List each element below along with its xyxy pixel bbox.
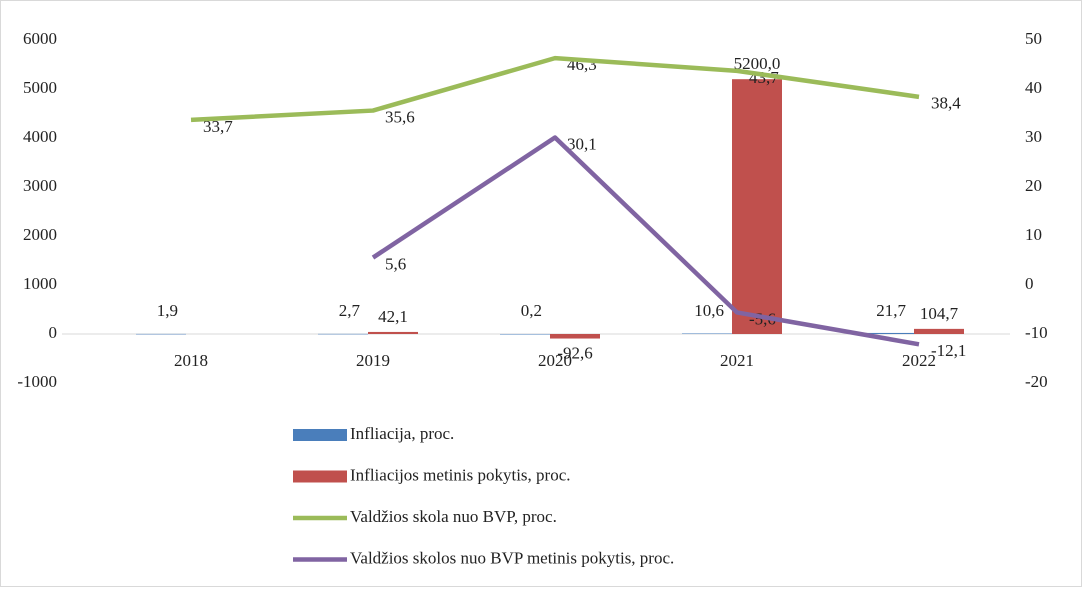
bar xyxy=(368,331,418,334)
legend-label: Infliacija, proc. xyxy=(350,424,454,443)
bar xyxy=(732,79,782,334)
legend-swatch xyxy=(293,429,347,441)
y-tick-label: 6000 xyxy=(23,29,57,48)
y2-tick-label: 20 xyxy=(1025,176,1042,195)
data-label: 2,7 xyxy=(339,301,361,320)
data-label: 38,4 xyxy=(931,94,961,113)
data-label: -12,1 xyxy=(931,341,966,360)
data-label: 5200,0 xyxy=(734,54,781,73)
y-tick-label: 3000 xyxy=(23,176,57,195)
x-tick-label: 2018 xyxy=(174,351,208,370)
data-label: 1,9 xyxy=(157,301,178,320)
y2-tick-label: 10 xyxy=(1025,225,1042,244)
bar xyxy=(500,333,550,335)
y-tick-label: 5000 xyxy=(23,78,57,97)
y-tick-label: -1000 xyxy=(17,372,57,391)
y2-tick-label: 50 xyxy=(1025,29,1042,48)
bar xyxy=(136,333,186,335)
data-label: -92,6 xyxy=(557,343,592,362)
line xyxy=(190,55,920,123)
legend-swatch xyxy=(293,470,347,483)
data-label: 104,7 xyxy=(920,304,959,323)
data-label: 42,1 xyxy=(378,307,408,326)
legend-label: Infliacijos metinis pokytis, proc. xyxy=(350,465,571,484)
data-label: 10,6 xyxy=(694,301,724,320)
x-tick-label: 2022 xyxy=(902,351,936,370)
bar xyxy=(682,333,732,334)
x-tick-label: 2020 xyxy=(538,351,572,370)
y-tick-label: 4000 xyxy=(23,127,57,146)
legend-label: Valdžios skola nuo BVP, proc. xyxy=(350,507,557,526)
y-tick-label: 0 xyxy=(49,323,58,342)
data-label: 0,2 xyxy=(521,301,542,320)
y2-tick-label: 40 xyxy=(1025,78,1042,97)
x-tick-label: 2021 xyxy=(720,351,754,370)
bar xyxy=(914,328,964,334)
data-label: 21,7 xyxy=(876,301,906,320)
line xyxy=(371,135,920,347)
y-tick-label: 1000 xyxy=(23,274,57,293)
x-tick-label: 2019 xyxy=(356,351,390,370)
y-tick-label: 2000 xyxy=(23,225,57,244)
y2-tick-label: -20 xyxy=(1025,372,1048,391)
y2-tick-label: 0 xyxy=(1025,274,1034,293)
data-label: 30,1 xyxy=(567,134,597,153)
y2-tick-label: -10 xyxy=(1025,323,1048,342)
bar xyxy=(550,334,600,339)
bar xyxy=(864,332,914,334)
legend-label: Valdžios skolos nuo BVP metinis pokytis,… xyxy=(350,548,674,567)
data-label: 33,7 xyxy=(203,117,233,136)
data-label: 35,6 xyxy=(385,107,415,126)
bar xyxy=(318,333,368,335)
data-label: 5,6 xyxy=(385,254,406,273)
y2-tick-label: 30 xyxy=(1025,127,1042,146)
